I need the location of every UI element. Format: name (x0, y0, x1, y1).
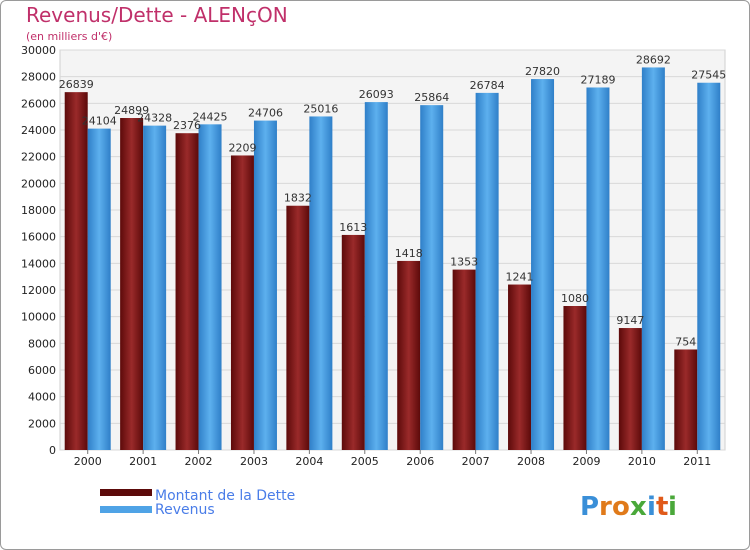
data-label-debt: 2376 (173, 119, 201, 132)
y-tick-label: 8000 (28, 337, 56, 350)
x-tick-label: 2010 (628, 455, 656, 468)
x-tick-label: 2005 (351, 455, 379, 468)
bar-revenue (198, 124, 222, 450)
x-tick-label: 2009 (572, 455, 600, 468)
data-label-revenue: 24328 (137, 112, 172, 125)
chart-subtitle: (en milliers d'€) (26, 30, 112, 43)
x-axis: 2000 2001 2002 2003 2004 2005 2006 2007 2008 2009… (74, 450, 711, 468)
y-tick-label: 12000 (21, 284, 56, 297)
bar-debt (64, 92, 88, 450)
y-tick-label: 4000 (28, 391, 56, 404)
data-label-debt: 1832 (284, 192, 312, 205)
y-tick-label: 16000 (21, 231, 56, 244)
data-label-revenue: 24425 (193, 110, 228, 123)
legend-swatch-revenue (100, 506, 152, 513)
bar-debt (674, 349, 698, 450)
x-tick-label: 2001 (129, 455, 157, 468)
proxiti-logo: P r o x i t i (580, 492, 677, 522)
legend-label-debt: Montant de la Dette (155, 488, 295, 504)
data-label-revenue: 27545 (691, 69, 726, 82)
bar-revenue (586, 87, 610, 450)
chart-title: Revenus/Dette - ALENçON (26, 3, 288, 27)
x-tick-label: 2000 (74, 455, 102, 468)
data-label-debt: 1080 (561, 292, 589, 305)
bar-debt (120, 118, 144, 450)
bar-revenue (641, 67, 665, 450)
plot-area (59, 49, 726, 451)
data-label-revenue: 25864 (414, 91, 449, 104)
bar-debt (175, 133, 199, 450)
svg-text:P: P (580, 492, 599, 522)
data-label-revenue: 26093 (359, 88, 394, 101)
data-label-revenue: 27820 (525, 65, 560, 78)
bar-revenue (143, 125, 167, 451)
x-tick-label: 2007 (462, 455, 490, 468)
svg-text:i: i (668, 492, 677, 522)
legend-swatch-debt (100, 489, 152, 496)
data-label-revenue: 26784 (470, 79, 505, 92)
data-label-debt: 1613 (339, 221, 367, 234)
bar-debt (563, 306, 587, 450)
bar-revenue (364, 102, 388, 451)
y-tick-label: 26000 (21, 97, 56, 110)
bar-revenue (475, 92, 499, 450)
data-label-revenue: 24104 (82, 115, 117, 128)
legend-label-revenue: Revenus (155, 502, 215, 518)
data-label-debt: 9147 (616, 314, 644, 327)
y-tick-label: 20000 (21, 177, 56, 190)
x-tick-label: 2004 (295, 455, 323, 468)
y-tick-label: 30000 (21, 44, 56, 57)
svg-text:o: o (612, 492, 630, 522)
data-label-debt: 754 (675, 335, 696, 348)
y-tick-label: 6000 (28, 364, 56, 377)
x-tick-label: 2011 (683, 455, 711, 468)
data-label-revenue: 24706 (248, 107, 283, 120)
x-tick-label: 2003 (240, 455, 268, 468)
bar-debt (286, 205, 310, 450)
svg-text:t: t (656, 492, 668, 522)
y-tick-label: 14000 (21, 257, 56, 270)
svg-text:i: i (647, 492, 656, 522)
bar-debt (618, 328, 642, 450)
bar-debt (230, 155, 254, 450)
bar-revenue (309, 116, 333, 450)
y-tick-label: 28000 (21, 71, 56, 84)
data-label-revenue: 25016 (303, 102, 338, 115)
data-label-debt: 1418 (395, 247, 423, 260)
legend: Montant de la Dette Revenus (100, 488, 295, 518)
bar-revenue (531, 79, 555, 451)
data-label-revenue: 28692 (636, 53, 671, 66)
data-label-debt: 26839 (59, 78, 94, 91)
x-tick-label: 2002 (185, 455, 213, 468)
y-axis: 0 2000 4000 6000 8000 10000 12000 14000 16000 180… (21, 44, 56, 457)
bar-debt (341, 234, 365, 450)
y-tick-label: 10000 (21, 311, 56, 324)
data-label-debt: 2209 (228, 141, 256, 154)
data-label-debt: 1241 (506, 271, 534, 284)
x-tick-label: 2008 (517, 455, 545, 468)
svg-text:r: r (599, 492, 612, 522)
y-tick-label: 18000 (21, 204, 56, 217)
data-label-debt: 1353 (450, 256, 478, 269)
y-tick-label: 24000 (21, 124, 56, 137)
bar-revenue (253, 120, 277, 450)
y-tick-label: 2000 (28, 417, 56, 430)
grid (60, 49, 725, 451)
bar-revenue (420, 105, 444, 450)
svg-text:x: x (630, 492, 647, 522)
x-tick-label: 2006 (406, 455, 434, 468)
y-tick-label: 22000 (21, 151, 56, 164)
bars (64, 67, 721, 451)
data-label-revenue: 27189 (580, 73, 615, 86)
bar-debt (397, 260, 421, 450)
bar-debt (508, 284, 532, 450)
data-label-debt: 24899 (114, 104, 149, 117)
bar-debt (452, 269, 476, 450)
y-tick-label: 0 (49, 444, 56, 457)
bar-revenue (697, 82, 721, 450)
bar-revenue (87, 128, 111, 450)
